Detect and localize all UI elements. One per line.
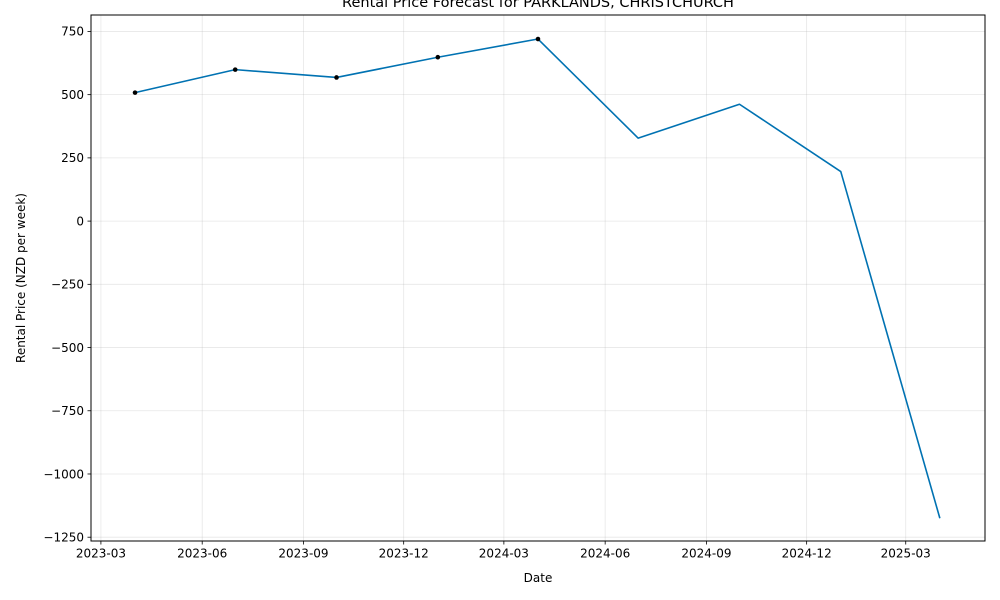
y-tick-label: 250 — [61, 151, 84, 165]
plot-area-frame — [90, 14, 986, 542]
x-tick-label: 2023-03 — [76, 547, 126, 561]
x-tick-label: 2024-06 — [580, 547, 630, 561]
y-tick-label: 0 — [76, 214, 84, 228]
y-tick-label: −500 — [51, 341, 84, 355]
y-tick-label: 750 — [61, 25, 84, 39]
x-tick-label: 2024-12 — [782, 547, 832, 561]
observed-point — [132, 90, 138, 95]
chart-title: Rental Price Forecast for PARKLANDS, CHR… — [342, 0, 734, 11]
observed-point — [535, 36, 541, 42]
x-axis-title: Date — [524, 571, 553, 585]
y-tick-label: 500 — [61, 88, 84, 102]
y-axis: −1250 −1000 −750 −500 −250 0 250 500 750 — [43, 25, 91, 545]
x-tick-label: 2024-09 — [681, 547, 731, 561]
forecast-line — [134, 38, 941, 519]
x-tick-label: 2025-03 — [881, 547, 931, 561]
y-tick-label: −250 — [51, 278, 84, 292]
x-tick-label: 2023-06 — [177, 547, 227, 561]
y-axis-title: Rental Price (NZD per week) — [14, 193, 28, 363]
x-tick-label: 2023-12 — [379, 547, 429, 561]
series-layer — [132, 36, 941, 519]
y-tick-label: −750 — [51, 404, 84, 418]
grid — [91, 15, 985, 541]
observed-point — [232, 67, 238, 72]
x-axis: 2023-03 2023-06 2023-09 2023-12 2024-03 2024-… — [76, 541, 931, 561]
x-tick-label: 2023-09 — [278, 547, 328, 561]
observed-point — [435, 54, 441, 60]
x-tick-label: 2024-03 — [479, 547, 529, 561]
observed-point — [334, 75, 339, 80]
y-tick-label: −1000 — [43, 467, 84, 481]
y-tick-label: −1250 — [43, 531, 84, 545]
